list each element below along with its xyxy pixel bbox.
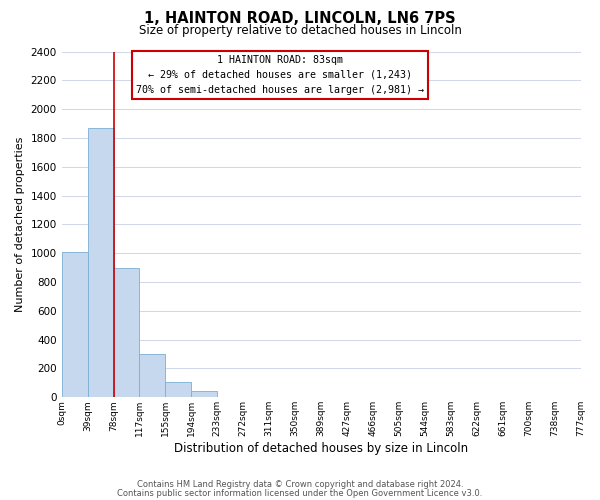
Bar [191,391,217,398]
Bar [62,252,88,398]
Bar [88,128,113,398]
Text: 1, HAINTON ROAD, LINCOLN, LN6 7PS: 1, HAINTON ROAD, LINCOLN, LN6 7PS [144,11,456,26]
X-axis label: Distribution of detached houses by size in Lincoln: Distribution of detached houses by size … [174,442,468,455]
Text: 1 HAINTON ROAD: 83sqm
← 29% of detached houses are smaller (1,243)
70% of semi-d: 1 HAINTON ROAD: 83sqm ← 29% of detached … [136,55,424,94]
Text: Contains HM Land Registry data © Crown copyright and database right 2024.: Contains HM Land Registry data © Crown c… [137,480,463,489]
Bar [166,382,191,398]
Bar [139,354,166,398]
Text: Contains public sector information licensed under the Open Government Licence v3: Contains public sector information licen… [118,488,482,498]
Text: Size of property relative to detached houses in Lincoln: Size of property relative to detached ho… [139,24,461,37]
Y-axis label: Number of detached properties: Number of detached properties [15,136,25,312]
Bar [113,268,139,398]
